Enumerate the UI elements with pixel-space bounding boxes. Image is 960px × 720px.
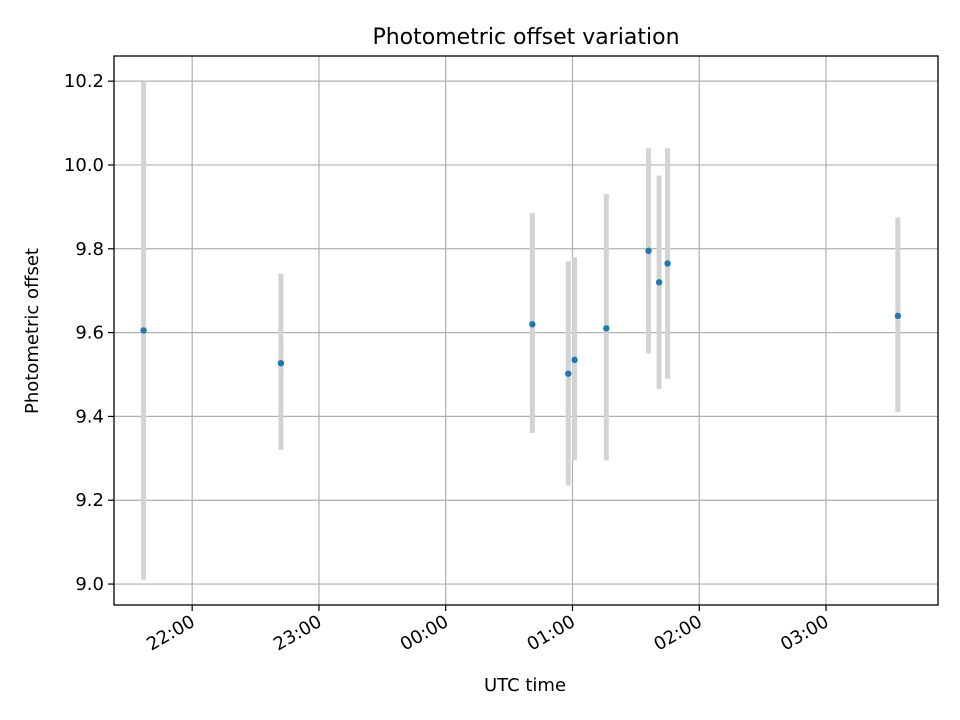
data-point	[645, 247, 652, 255]
y-tick-label: 10.2	[64, 71, 104, 92]
chart-title: Photometric offset variation	[372, 25, 679, 50]
data-point	[603, 325, 610, 332]
data-point	[277, 359, 285, 367]
grid	[114, 56, 938, 605]
plot-area-frame	[113, 55, 939, 606]
data-points	[140, 247, 902, 377]
y-tick-label: 9.2	[75, 490, 104, 511]
y-tick-label: 9.6	[75, 323, 104, 344]
y-axis-ticks: 9.0 9.2 9.4 9.6 9.8 10.0 10.2	[64, 71, 114, 595]
data-point	[655, 279, 663, 286]
data-point	[664, 260, 671, 267]
y-axis-label: Photometric offset	[22, 248, 43, 414]
data-point	[565, 370, 572, 377]
y-tick-label: 9.4	[75, 406, 104, 427]
y-tick-label: 9.0	[75, 574, 104, 595]
y-tick-label: 10.0	[64, 155, 104, 176]
data-point	[571, 356, 578, 364]
data-point	[140, 327, 147, 334]
y-tick-label: 9.8	[75, 239, 104, 260]
data-point	[529, 321, 536, 328]
x-axis-label: UTC time	[484, 675, 566, 696]
data-point	[894, 312, 902, 320]
